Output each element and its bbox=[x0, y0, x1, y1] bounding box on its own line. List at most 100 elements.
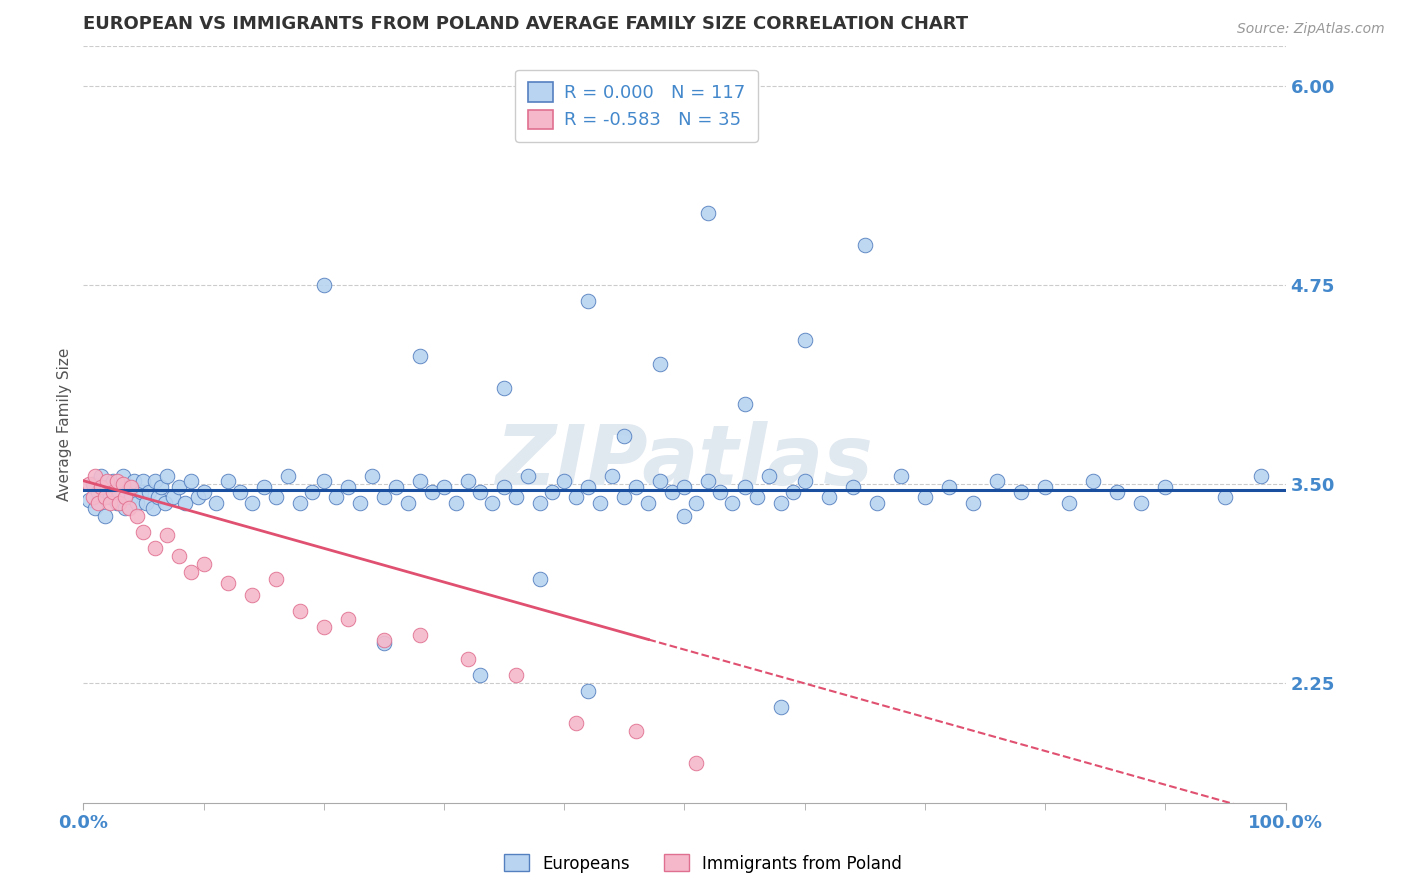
Point bbox=[565, 715, 588, 730]
Point bbox=[82, 490, 104, 504]
Point bbox=[517, 111, 540, 125]
Point bbox=[96, 480, 118, 494]
Point bbox=[142, 500, 165, 515]
Point bbox=[745, 490, 768, 504]
Point bbox=[312, 620, 335, 634]
Point bbox=[82, 476, 104, 491]
Point bbox=[709, 484, 731, 499]
Point bbox=[127, 508, 149, 523]
Point bbox=[162, 490, 184, 504]
Point bbox=[301, 484, 323, 499]
Point bbox=[145, 474, 167, 488]
Point bbox=[349, 496, 371, 510]
Point bbox=[193, 484, 215, 499]
Point bbox=[721, 496, 744, 510]
Point bbox=[494, 480, 516, 494]
Point bbox=[782, 484, 804, 499]
Point bbox=[135, 496, 157, 510]
Point bbox=[1057, 496, 1080, 510]
Point bbox=[1215, 490, 1237, 504]
Point bbox=[111, 476, 134, 491]
Text: Source: ZipAtlas.com: Source: ZipAtlas.com bbox=[1237, 22, 1385, 37]
Point bbox=[90, 469, 112, 483]
Point bbox=[90, 480, 112, 494]
Point bbox=[1107, 484, 1129, 499]
Point bbox=[817, 490, 839, 504]
Point bbox=[1033, 480, 1056, 494]
Point bbox=[373, 636, 395, 650]
Point bbox=[385, 480, 408, 494]
Point bbox=[505, 668, 527, 682]
Point bbox=[253, 480, 276, 494]
Point bbox=[697, 474, 720, 488]
Point bbox=[938, 480, 960, 494]
Point bbox=[793, 474, 815, 488]
Point bbox=[138, 484, 160, 499]
Point bbox=[127, 496, 149, 510]
Point bbox=[169, 480, 191, 494]
Point bbox=[468, 668, 491, 682]
Point bbox=[312, 474, 335, 488]
Point bbox=[336, 480, 359, 494]
Point bbox=[204, 496, 226, 510]
Point bbox=[84, 500, 107, 515]
Point bbox=[541, 484, 564, 499]
Point bbox=[613, 429, 636, 443]
Point bbox=[118, 500, 141, 515]
Point bbox=[626, 480, 648, 494]
Point bbox=[517, 469, 540, 483]
Point bbox=[132, 524, 155, 539]
Point bbox=[79, 492, 101, 507]
Point bbox=[576, 480, 599, 494]
Legend: R = 0.000   N = 117, R = -0.583   N = 35: R = 0.000 N = 117, R = -0.583 N = 35 bbox=[515, 70, 758, 142]
Point bbox=[114, 490, 136, 504]
Text: EUROPEAN VS IMMIGRANTS FROM POLAND AVERAGE FAMILY SIZE CORRELATION CHART: EUROPEAN VS IMMIGRANTS FROM POLAND AVERA… bbox=[83, 15, 969, 33]
Point bbox=[264, 490, 287, 504]
Point bbox=[360, 469, 382, 483]
Point bbox=[565, 490, 588, 504]
Point bbox=[288, 604, 311, 618]
Point bbox=[697, 206, 720, 220]
Point bbox=[122, 474, 145, 488]
Point bbox=[84, 469, 107, 483]
Point bbox=[94, 508, 117, 523]
Point bbox=[481, 496, 503, 510]
Point bbox=[890, 469, 912, 483]
Point bbox=[103, 474, 125, 488]
Point bbox=[841, 480, 863, 494]
Point bbox=[409, 350, 432, 364]
Point bbox=[529, 573, 551, 587]
Point bbox=[98, 490, 121, 504]
Point bbox=[108, 496, 131, 510]
Point bbox=[589, 496, 612, 510]
Point bbox=[853, 238, 876, 252]
Point bbox=[914, 490, 936, 504]
Point bbox=[146, 490, 169, 504]
Point bbox=[457, 652, 479, 666]
Point bbox=[120, 490, 142, 504]
Point bbox=[186, 490, 208, 504]
Point bbox=[120, 480, 142, 494]
Point bbox=[673, 508, 696, 523]
Point bbox=[169, 549, 191, 563]
Point bbox=[1130, 496, 1153, 510]
Legend: Europeans, Immigrants from Poland: Europeans, Immigrants from Poland bbox=[498, 847, 908, 880]
Point bbox=[129, 484, 152, 499]
Point bbox=[613, 490, 636, 504]
Point bbox=[87, 496, 110, 510]
Point bbox=[79, 476, 101, 491]
Point bbox=[576, 684, 599, 698]
Point bbox=[96, 474, 118, 488]
Point bbox=[156, 469, 179, 483]
Point bbox=[228, 484, 250, 499]
Point bbox=[264, 573, 287, 587]
Point bbox=[685, 496, 707, 510]
Point bbox=[312, 277, 335, 292]
Point bbox=[145, 541, 167, 555]
Point bbox=[217, 474, 239, 488]
Point bbox=[180, 474, 202, 488]
Point bbox=[150, 480, 173, 494]
Point bbox=[685, 756, 707, 770]
Point bbox=[288, 496, 311, 510]
Point bbox=[505, 490, 527, 504]
